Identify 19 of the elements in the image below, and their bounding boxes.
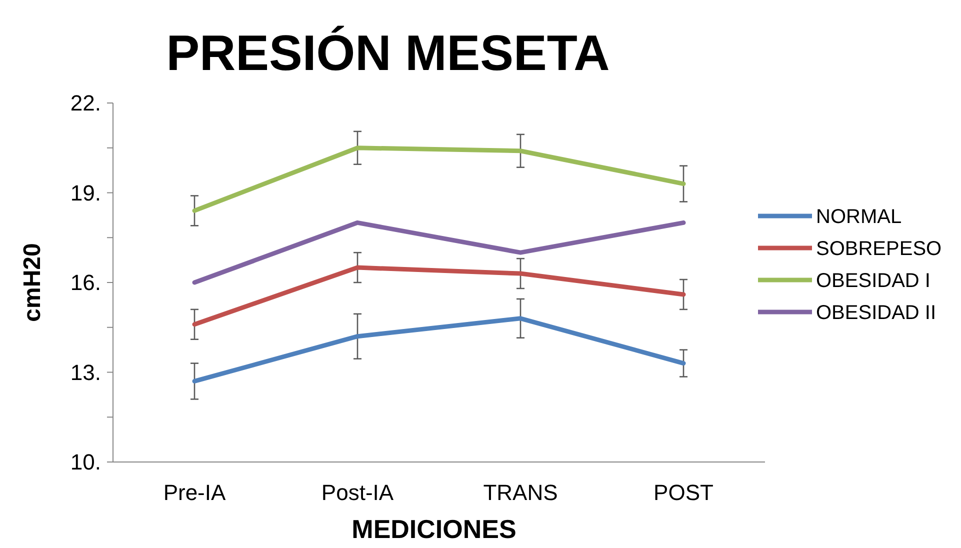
line-series: [192, 265, 686, 327]
x-tick-label: POST: [654, 480, 714, 505]
y-tick-label: 13.: [70, 360, 101, 385]
line-series: [192, 146, 686, 213]
legend-label: OBESIDAD II: [816, 302, 936, 324]
y-tick-label: 10.: [70, 450, 101, 475]
legend-label: SOBREPESO: [816, 238, 942, 260]
x-tick-label: Pre-IA: [163, 480, 226, 505]
chart-title: PRESIÓN MESETA: [166, 25, 610, 81]
y-axis-title: cmH20: [19, 243, 46, 322]
y-tick-label: 16.: [70, 270, 101, 296]
y-tick-label: 22.: [70, 90, 101, 116]
legend-label: OBESIDAD I: [816, 270, 930, 292]
x-tick-label: TRANS: [483, 480, 558, 505]
x-axis-title: MEDICIONES: [352, 514, 516, 544]
y-tick-label: 19.: [70, 180, 101, 206]
line-series: [192, 316, 686, 384]
legend-label: NORMAL: [816, 206, 902, 228]
x-tick-label: Post-IA: [321, 480, 394, 505]
